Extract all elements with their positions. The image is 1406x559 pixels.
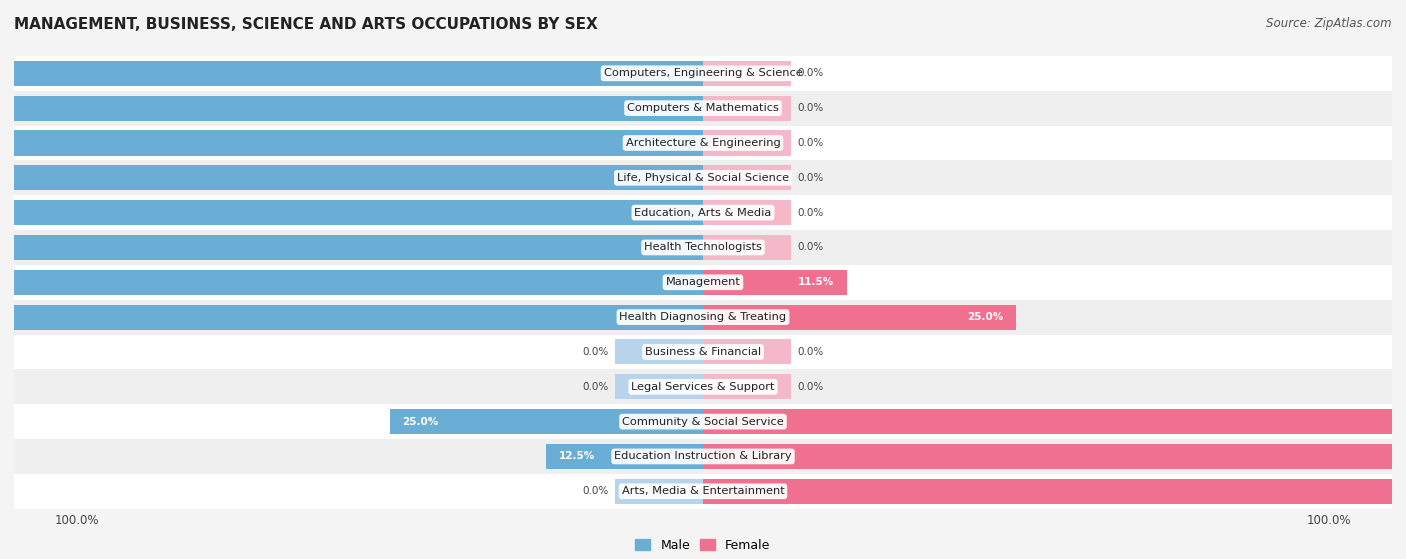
Text: 11.5%: 11.5% xyxy=(799,277,835,287)
Bar xyxy=(703,235,790,260)
Bar xyxy=(703,200,790,225)
Bar xyxy=(0,305,703,330)
Bar xyxy=(616,479,703,504)
Bar xyxy=(14,404,1392,439)
Bar xyxy=(14,160,1392,195)
Text: Community & Social Service: Community & Social Service xyxy=(621,416,785,427)
Bar xyxy=(14,300,1392,334)
Text: 25.0%: 25.0% xyxy=(402,416,439,427)
Bar xyxy=(703,96,790,121)
Text: 0.0%: 0.0% xyxy=(797,382,823,392)
Text: Source: ZipAtlas.com: Source: ZipAtlas.com xyxy=(1267,17,1392,30)
Text: Health Diagnosing & Treating: Health Diagnosing & Treating xyxy=(620,312,786,322)
Text: Legal Services & Support: Legal Services & Support xyxy=(631,382,775,392)
Bar xyxy=(547,444,703,469)
Bar xyxy=(0,165,703,191)
Legend: Male, Female: Male, Female xyxy=(630,534,776,557)
Bar xyxy=(14,91,1392,126)
Text: Life, Physical & Social Science: Life, Physical & Social Science xyxy=(617,173,789,183)
Text: MANAGEMENT, BUSINESS, SCIENCE AND ARTS OCCUPATIONS BY SEX: MANAGEMENT, BUSINESS, SCIENCE AND ARTS O… xyxy=(14,17,598,32)
Text: Health Technologists: Health Technologists xyxy=(644,243,762,253)
Text: Computers, Engineering & Science: Computers, Engineering & Science xyxy=(603,68,803,78)
Bar xyxy=(616,374,703,399)
Text: 0.0%: 0.0% xyxy=(797,138,823,148)
Bar xyxy=(703,165,790,191)
Text: 0.0%: 0.0% xyxy=(797,173,823,183)
Text: Business & Financial: Business & Financial xyxy=(645,347,761,357)
Bar xyxy=(703,339,790,364)
Bar xyxy=(14,334,1392,369)
Text: Education Instruction & Library: Education Instruction & Library xyxy=(614,452,792,461)
Bar xyxy=(703,444,1406,469)
Text: Architecture & Engineering: Architecture & Engineering xyxy=(626,138,780,148)
Bar xyxy=(14,56,1392,91)
Bar xyxy=(14,195,1392,230)
Bar xyxy=(703,409,1406,434)
Bar xyxy=(703,374,790,399)
Text: 0.0%: 0.0% xyxy=(797,243,823,253)
Bar xyxy=(703,61,790,86)
Text: 0.0%: 0.0% xyxy=(797,103,823,113)
Text: Computers & Mathematics: Computers & Mathematics xyxy=(627,103,779,113)
Bar xyxy=(14,126,1392,160)
Bar xyxy=(14,439,1392,474)
Bar xyxy=(14,474,1392,509)
Text: 0.0%: 0.0% xyxy=(797,347,823,357)
Bar xyxy=(389,409,703,434)
Bar xyxy=(14,265,1392,300)
Bar xyxy=(703,305,1017,330)
Text: 0.0%: 0.0% xyxy=(797,68,823,78)
Text: 0.0%: 0.0% xyxy=(583,347,609,357)
Bar xyxy=(703,270,846,295)
Text: 12.5%: 12.5% xyxy=(560,452,595,461)
Bar xyxy=(0,270,703,295)
Text: 0.0%: 0.0% xyxy=(797,207,823,217)
Text: 0.0%: 0.0% xyxy=(583,382,609,392)
Text: 0.0%: 0.0% xyxy=(583,486,609,496)
Bar xyxy=(0,96,703,121)
Text: Education, Arts & Media: Education, Arts & Media xyxy=(634,207,772,217)
Bar xyxy=(14,230,1392,265)
Bar xyxy=(0,200,703,225)
Text: 25.0%: 25.0% xyxy=(967,312,1004,322)
Bar xyxy=(0,61,703,86)
Text: Arts, Media & Entertainment: Arts, Media & Entertainment xyxy=(621,486,785,496)
Bar xyxy=(616,339,703,364)
Text: Management: Management xyxy=(665,277,741,287)
Bar xyxy=(14,369,1392,404)
Bar xyxy=(703,130,790,155)
Bar xyxy=(0,130,703,155)
Bar xyxy=(0,235,703,260)
Bar xyxy=(703,479,1406,504)
